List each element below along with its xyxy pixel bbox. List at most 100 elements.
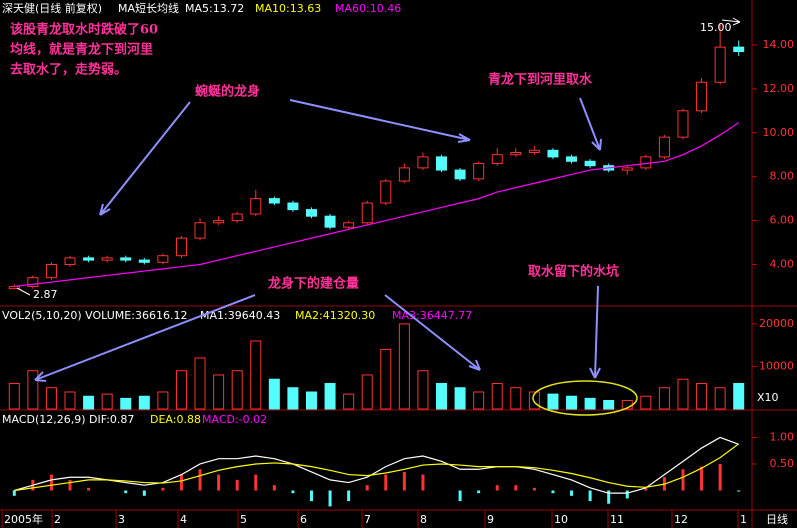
candle-body <box>45 263 57 279</box>
volume-bar <box>528 391 540 410</box>
x-tick-label: 6 <box>300 513 307 526</box>
candle-body <box>157 255 169 263</box>
candle-body <box>287 202 299 211</box>
line-series <box>14 436 739 494</box>
volume-bar <box>287 387 299 410</box>
volume-bar <box>361 374 373 410</box>
legend-entry: MA10:13.63 <box>255 2 321 15</box>
x-tick-label: 11 <box>610 513 624 526</box>
arrows <box>16 17 741 382</box>
volume-bar <box>175 370 187 410</box>
x-tick-label: 12 <box>674 513 688 526</box>
volume-bar <box>658 387 670 410</box>
y-tick-label: 0.50 <box>770 457 795 470</box>
plot: MA5:13.72 MA10:13.63 MA60:10.46 4.00 6.00 8.0… <box>8 2 795 507</box>
candle-body <box>436 156 448 171</box>
volume-bar <box>714 387 726 410</box>
candle-body <box>64 257 76 265</box>
volume-bar <box>64 391 76 410</box>
volume-bar <box>343 393 355 410</box>
note: 均线，就是青龙下到河里 <box>10 42 153 58</box>
legend-entry: MA5:13.72 <box>185 2 244 15</box>
candle-body <box>101 257 113 261</box>
volume-bar <box>101 393 113 410</box>
volume-bar <box>231 370 243 410</box>
note: 去取水了，走势弱。 <box>10 62 127 78</box>
candle-body <box>268 198 280 204</box>
volume-bar <box>83 395 95 410</box>
legend-entry: MA3:36447.77 <box>392 309 472 322</box>
volume-bar <box>677 378 689 410</box>
candle-body <box>566 156 578 162</box>
candle-body <box>305 209 317 217</box>
chart-subtitle: MA短长均线 <box>118 1 179 15</box>
legend-entry: MA1:39640.43 <box>200 309 280 322</box>
x-tick-label: 日线 <box>766 512 788 526</box>
volume-bar <box>157 391 169 410</box>
volume-bar <box>27 370 39 410</box>
candle-body <box>640 156 652 169</box>
volume-bar <box>213 374 225 410</box>
x-tick-label: 1 <box>740 513 747 526</box>
volume-bar <box>640 395 652 410</box>
volume-bar <box>194 357 206 410</box>
candle-body <box>510 152 522 156</box>
volume-bar <box>584 397 596 410</box>
volume-bar <box>268 378 280 410</box>
y-tick-label: 1.00 <box>770 430 795 443</box>
line-series <box>14 443 740 492</box>
candle-body <box>194 222 206 239</box>
volume-bar <box>454 387 466 410</box>
y-tick-label: 8.00 <box>770 170 795 183</box>
low-label: 2.87 <box>33 288 58 301</box>
volume-bar <box>696 382 708 410</box>
candle-body <box>696 81 708 112</box>
y-tick-label: 10000 <box>759 359 794 372</box>
y-tick-label: 14.00 <box>763 38 795 51</box>
volume-bar <box>436 382 448 410</box>
note: 取水留下的水坑 <box>528 264 619 280</box>
candle-body <box>120 257 132 261</box>
x-tick-label: 9 <box>487 513 494 526</box>
chart-title: 深天健(日线 前复权) <box>2 1 102 15</box>
x-tick-label: 10 <box>554 513 568 526</box>
candle-body <box>231 213 243 222</box>
volume-bar <box>603 399 615 410</box>
chart-title: MACD(12,26,9) DIF:0.87 <box>2 413 134 426</box>
volume-bar <box>305 391 317 410</box>
candle-body <box>83 257 95 261</box>
note: 蜿蜒的龙身 <box>195 84 260 100</box>
candle-body <box>454 169 466 180</box>
volume-bar <box>138 395 150 410</box>
y-tick-label: 10.00 <box>763 126 795 139</box>
volume-bar <box>473 391 485 410</box>
y-tick-label: 12.00 <box>763 82 795 95</box>
x-tick-label: 5 <box>240 513 247 526</box>
x-tick-label: 3 <box>118 513 125 526</box>
volume-bar <box>380 348 392 410</box>
legend-entry: MACD:-0.02 <box>202 413 267 426</box>
volume-bar <box>510 387 522 410</box>
x-tick-label: 2 <box>54 513 61 526</box>
volume-bar <box>324 382 336 410</box>
volume-bar <box>491 382 503 410</box>
candle-body <box>473 162 485 180</box>
volume-bar <box>547 393 559 410</box>
candle-body <box>324 215 336 228</box>
candle-body <box>658 136 670 158</box>
volume-bar <box>45 387 57 410</box>
y-tick-label: 6.00 <box>770 214 795 227</box>
candle-body <box>138 259 150 263</box>
x-tick-label: 4 <box>180 513 187 526</box>
note: 青龙下到河里取水 <box>488 72 593 88</box>
candle-body <box>175 237 187 257</box>
candle-body <box>213 220 225 224</box>
candle-body <box>621 167 633 171</box>
volume-bar <box>120 397 132 410</box>
y-tick-label: 4.00 <box>770 257 795 270</box>
candle-body <box>361 202 373 224</box>
x-tick-label: 7 <box>364 513 371 526</box>
volume-bar <box>566 395 578 410</box>
x-tick-label: 8 <box>420 513 427 526</box>
